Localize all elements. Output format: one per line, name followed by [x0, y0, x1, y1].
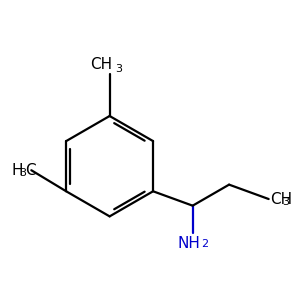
Text: H: H	[12, 163, 23, 178]
Text: 3: 3	[116, 64, 122, 74]
Text: 3: 3	[19, 169, 26, 178]
Text: NH: NH	[178, 236, 201, 251]
Text: C: C	[26, 163, 36, 178]
Text: CH: CH	[91, 57, 112, 72]
Text: 3: 3	[283, 197, 290, 207]
Text: CH: CH	[270, 191, 292, 206]
Text: 2: 2	[201, 239, 208, 249]
